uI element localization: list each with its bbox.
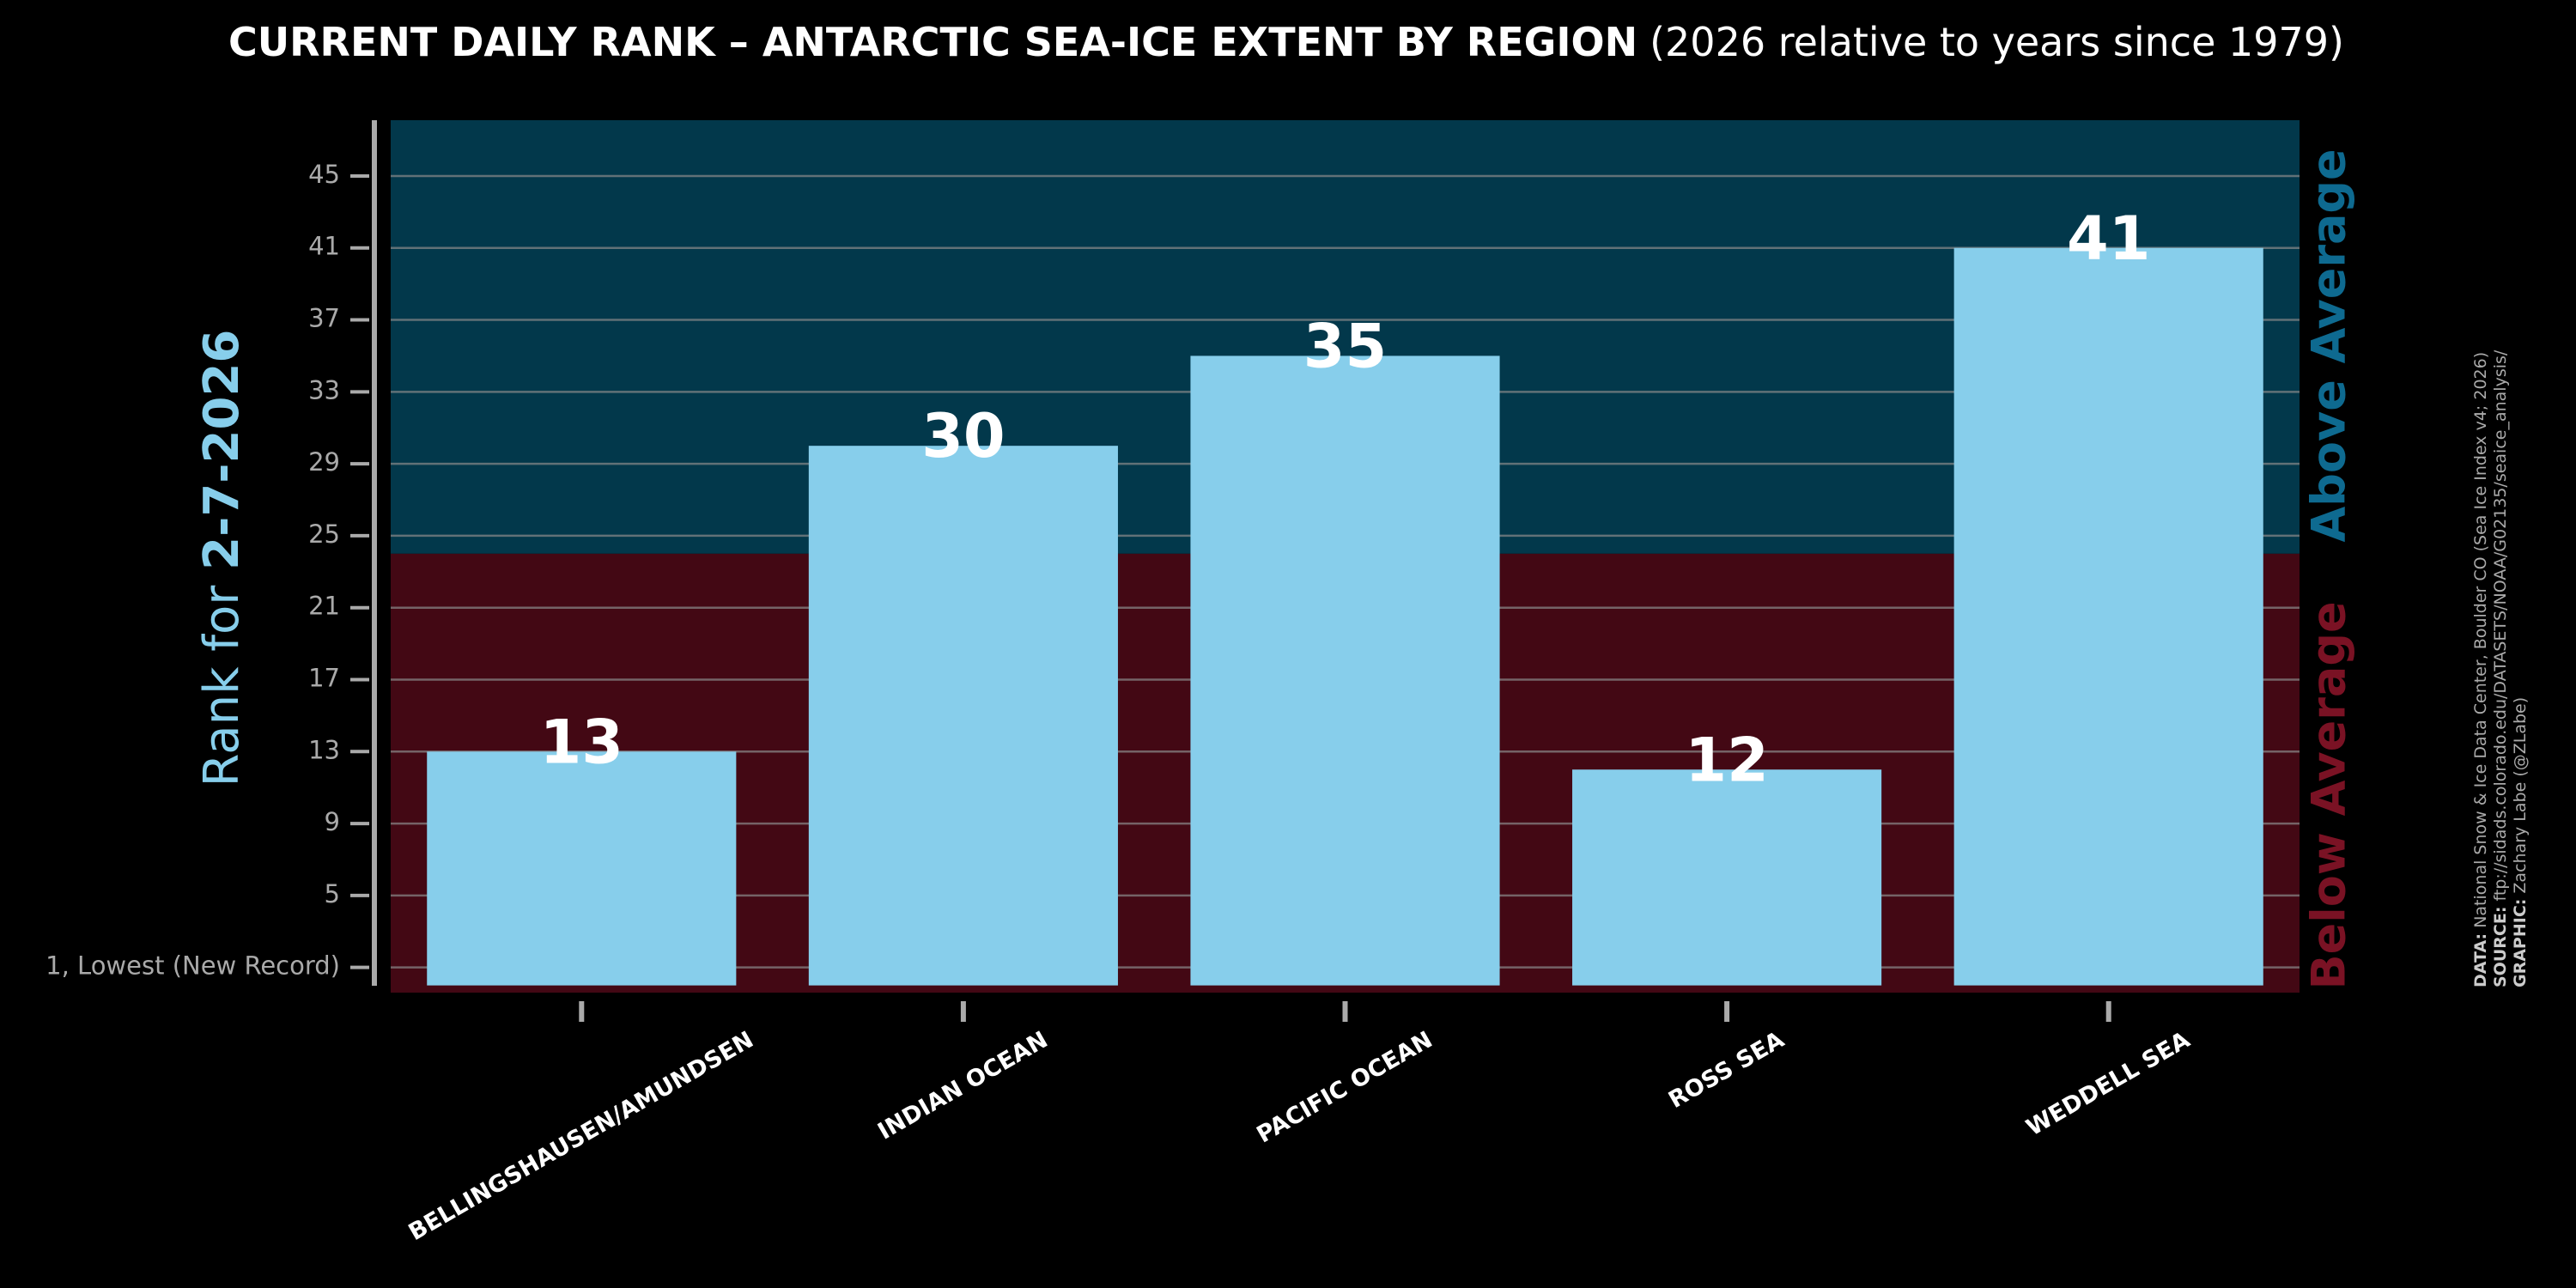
y-tick-label: 17 bbox=[308, 663, 340, 692]
data-label: 30 bbox=[921, 401, 1005, 471]
y-tick-label: 45 bbox=[308, 160, 340, 189]
credit-line: GRAPHIC: Zachary Labe (@ZLabe) bbox=[2511, 697, 2530, 987]
y-tick-label: 5 bbox=[325, 879, 340, 908]
x-tick-group: PACIFIC OCEAN bbox=[1252, 1026, 1437, 1148]
bar bbox=[808, 446, 1118, 986]
credit-label: SOURCE: bbox=[2491, 907, 2510, 987]
credit-text: ftp://sidads.colorado.edu/DATASETS/NOAA/… bbox=[2491, 349, 2510, 906]
x-tick-label: INDIAN OCEAN bbox=[873, 1026, 1052, 1145]
chart-title: CURRENT DAILY RANK – ANTARCTIC SEA-ICE E… bbox=[228, 19, 1637, 65]
credit-line: SOURCE: ftp://sidads.colorado.edu/DATASE… bbox=[2491, 349, 2510, 987]
chart-subtitle: (2026 relative to years since 1979) bbox=[1649, 19, 2344, 65]
credit-line: DATA: National Snow & Ice Data Center, B… bbox=[2471, 352, 2490, 987]
x-tick-group: ROSS SEA bbox=[1664, 1026, 1789, 1114]
y-tick-label: 25 bbox=[308, 519, 340, 549]
y-label-date: 2-7-2026 bbox=[194, 330, 250, 570]
y-tick-label: 9 bbox=[325, 807, 340, 836]
y-tick-label: 37 bbox=[308, 304, 340, 333]
y-tick-label: 13 bbox=[308, 735, 340, 764]
bar bbox=[1953, 247, 2263, 986]
below-average-label: Below Average bbox=[2302, 601, 2356, 989]
chart-heading: CURRENT DAILY RANK – ANTARCTIC SEA-ICE E… bbox=[228, 19, 2344, 65]
x-tick-label: WEDDELL SEA bbox=[2022, 1026, 2195, 1141]
bar bbox=[427, 751, 737, 986]
x-tick-label: ROSS SEA bbox=[1664, 1026, 1789, 1114]
credit-label: GRAPHIC: bbox=[2511, 899, 2530, 987]
x-tick-label: PACIFIC OCEAN bbox=[1252, 1026, 1437, 1148]
x-tick-group: WEDDELL SEA bbox=[2022, 1026, 2195, 1141]
x-tick-label: BELLINGSHAUSEN/AMUNDSEN bbox=[404, 1026, 758, 1246]
y-tick-label: 1, Lowest (New Record) bbox=[46, 951, 340, 981]
x-tick-group: BELLINGSHAUSEN/AMUNDSEN bbox=[404, 1026, 758, 1246]
bar bbox=[1190, 355, 1500, 986]
data-label: 41 bbox=[2067, 204, 2150, 274]
data-label: 13 bbox=[540, 707, 623, 777]
credit-text: Zachary Labe (@ZLabe) bbox=[2511, 697, 2530, 899]
y-axis-label: Rank for 2-7-2026 bbox=[194, 330, 250, 787]
credit-label: DATA: bbox=[2471, 933, 2490, 987]
x-tick-group: INDIAN OCEAN bbox=[873, 1026, 1052, 1145]
bar bbox=[1572, 769, 1882, 986]
data-label: 12 bbox=[1685, 725, 1768, 795]
y-tick-label: 41 bbox=[308, 232, 340, 261]
credit-text: National Snow & Ice Data Center, Boulder… bbox=[2471, 352, 2490, 933]
y-tick-label: 33 bbox=[308, 375, 340, 404]
data-label: 35 bbox=[1303, 311, 1387, 381]
y-tick-label: 29 bbox=[308, 447, 340, 477]
above-average-label: Above Average bbox=[2302, 149, 2356, 542]
y-tick-label: 21 bbox=[308, 592, 340, 621]
y-label-text: Rank for bbox=[194, 570, 250, 787]
